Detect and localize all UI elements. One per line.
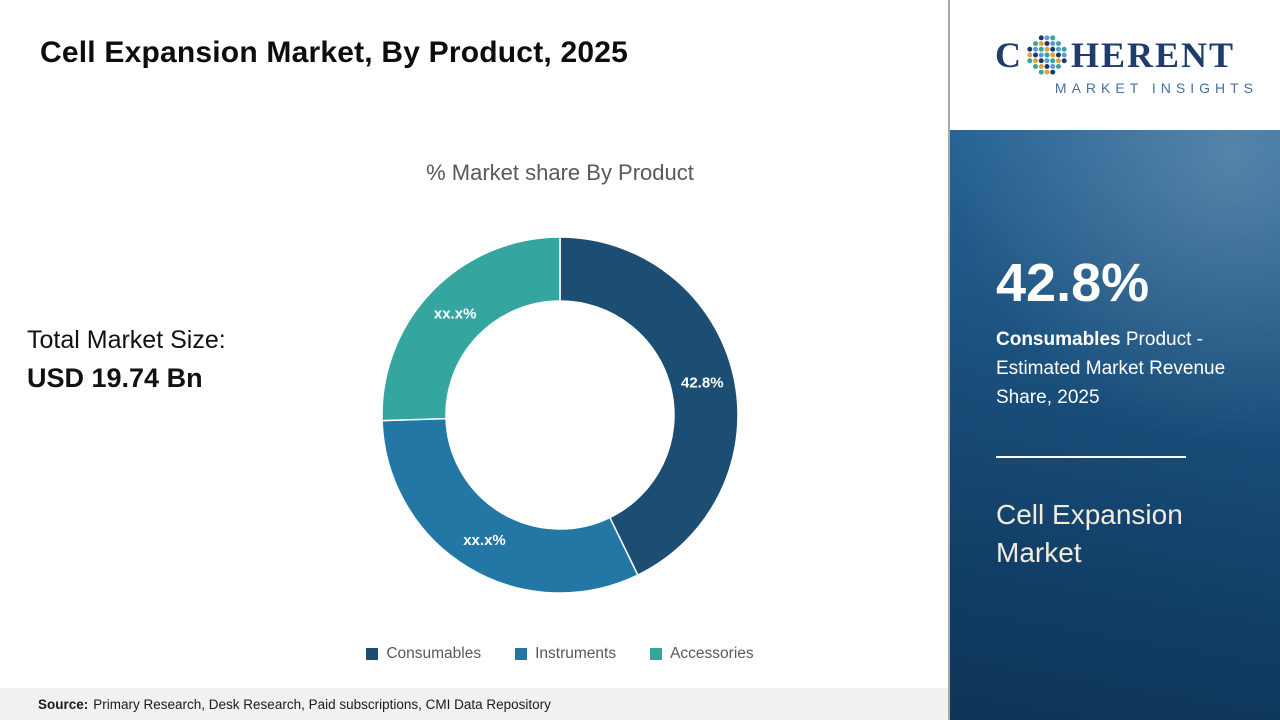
highlight-stat-text: Product - Estimated Market Revenue Share… <box>996 329 1226 408</box>
slice-label-instruments: xx.x% <box>463 532 506 549</box>
logo-subtitle: MARKET INSIGHTS <box>1054 80 1258 96</box>
chart-legend: Consumables Instruments Accessories <box>260 645 860 663</box>
legend-swatch-consumables <box>366 648 379 660</box>
total-market-label: Total Market Size: <box>27 326 226 354</box>
logo-mosaic-icon <box>1027 35 1067 75</box>
highlight-stat-value: 42.8% <box>996 253 1150 313</box>
donut-chart: 42.8% xx.x% xx.x% <box>381 236 739 594</box>
donut-segment-consumables <box>559 236 739 577</box>
source-label: Source: <box>38 696 89 712</box>
slice-label-accessories: xx.x% <box>434 305 477 322</box>
source-text: Primary Research, Desk Research, Paid su… <box>93 696 551 712</box>
legend-label-accessories: Accessories <box>670 645 754 662</box>
total-market-block: Total Market Size: USD 19.74 Bn <box>27 326 226 394</box>
highlight-stat-description: Consumables Product - Estimated Market R… <box>996 326 1232 413</box>
panel-market-title: Cell Expansion Market <box>996 499 1183 568</box>
legend-label-instruments: Instruments <box>535 645 617 662</box>
brand-logo-area: C HERENT MARKET INSIGHTS <box>950 0 1280 130</box>
panel-divider-line <box>996 456 1186 458</box>
legend-item-instruments: Instruments <box>515 645 616 663</box>
source-strip: Source: Primary Research, Desk Research,… <box>0 688 950 720</box>
legend-item-consumables: Consumables <box>366 645 481 663</box>
logo-text-suffix: HERENT <box>1070 35 1236 75</box>
slice-label-consumables: 42.8% <box>681 374 724 391</box>
legend-swatch-instruments <box>515 648 528 660</box>
highlight-stat-category: Consumables <box>996 329 1121 350</box>
vertical-divider <box>948 0 950 720</box>
legend-item-accessories: Accessories <box>650 645 754 663</box>
legend-swatch-accessories <box>650 648 663 660</box>
highlight-panel: 42.8% Consumables Product - Estimated Ma… <box>950 130 1280 720</box>
donut-segment-instruments <box>381 417 639 594</box>
legend-label-consumables: Consumables <box>386 645 482 662</box>
page-title: Cell Expansion Market, By Product, 2025 <box>40 36 628 69</box>
brand-logo: C HERENT <box>995 34 1235 76</box>
donut-segment-accessories <box>381 236 561 422</box>
logo-text-prefix: C <box>994 35 1023 75</box>
chart-title: % Market share By Product <box>426 160 694 185</box>
total-market-value: USD 19.74 Bn <box>27 363 203 393</box>
